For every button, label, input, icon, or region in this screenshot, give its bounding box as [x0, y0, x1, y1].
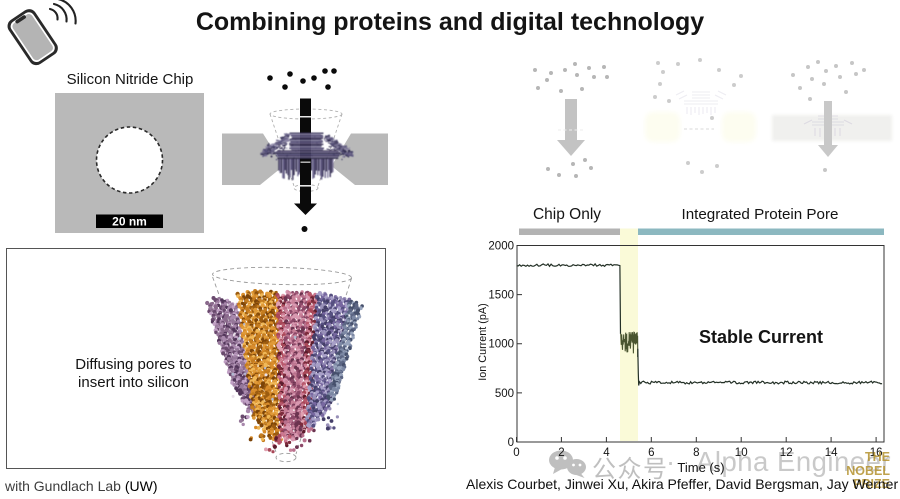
- svg-text:4: 4: [603, 447, 610, 459]
- svg-text:2000: 2000: [488, 241, 514, 253]
- svg-text:10: 10: [735, 447, 748, 459]
- svg-text:500: 500: [495, 388, 514, 400]
- svg-text:0: 0: [508, 437, 514, 449]
- svg-text:Time (s): Time (s): [677, 460, 724, 475]
- svg-text:1500: 1500: [488, 290, 514, 302]
- svg-text:20 nm: 20 nm: [112, 215, 147, 229]
- svg-text:12: 12: [780, 447, 793, 459]
- svg-text:Ion Current (pA): Ion Current (pA): [477, 303, 489, 380]
- svg-text:1000: 1000: [488, 339, 514, 351]
- svg-text:Integrated Protein Pore: Integrated Protein Pore: [681, 206, 838, 223]
- svg-text:Chip Only: Chip Only: [533, 206, 601, 223]
- svg-text:6: 6: [648, 447, 654, 459]
- svg-text:Stable Current: Stable Current: [699, 327, 823, 347]
- svg-text:16: 16: [870, 447, 883, 459]
- svg-text:8: 8: [693, 447, 699, 459]
- svg-text:2: 2: [558, 447, 564, 459]
- svg-text:14: 14: [825, 447, 838, 459]
- svg-text:0: 0: [513, 447, 519, 459]
